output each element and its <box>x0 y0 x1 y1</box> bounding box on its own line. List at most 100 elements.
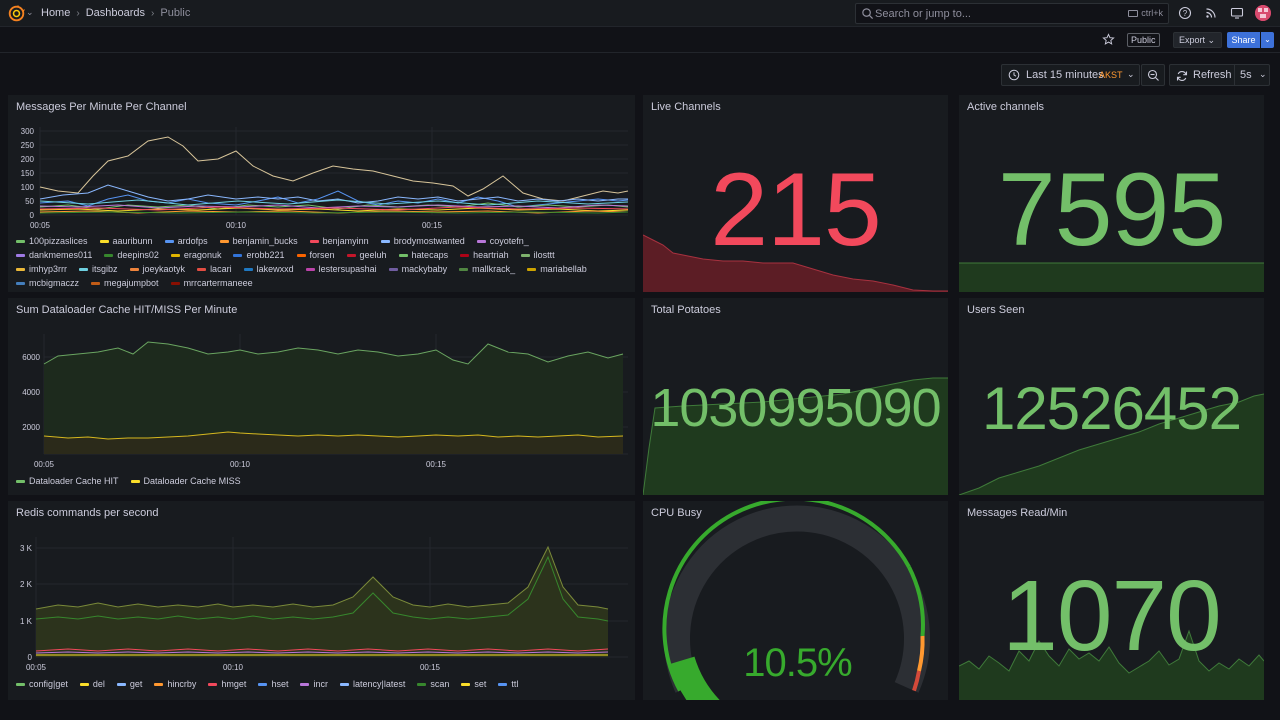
search-placeholder: Search or jump to... <box>875 8 971 20</box>
panel-live-channels[interactable]: Live Channels 215 <box>643 95 948 292</box>
legend-label: deepins02 <box>117 250 159 260</box>
legend-item[interactable]: imhyp3rrr <box>16 264 67 274</box>
legend-item[interactable]: hatecaps <box>398 250 448 260</box>
panel-total-potatoes[interactable]: Total Potatoes 1030995090 <box>643 298 948 495</box>
breadcrumb-dashboards[interactable]: Dashboards <box>85 7 146 19</box>
legend-item[interactable]: lacari <box>197 264 232 274</box>
legend-item[interactable]: deepins02 <box>104 250 159 260</box>
hit-area <box>44 342 623 454</box>
legend-label: Dataloader Cache HIT <box>29 476 119 486</box>
gauge-track <box>664 505 930 693</box>
keyboard-icon <box>1128 9 1139 17</box>
legend-item[interactable]: megajumpbot <box>91 278 159 288</box>
legend-item[interactable]: incr <box>300 679 328 689</box>
legend-item[interactable]: latency|latest <box>339 679 405 689</box>
legend-item[interactable]: mcbigmaczz <box>16 278 79 288</box>
legend-swatch <box>296 253 306 257</box>
legend-swatch <box>233 253 243 257</box>
grafana-logo-icon[interactable] <box>8 5 25 22</box>
legend-item[interactable]: ardofps <box>164 236 208 246</box>
keyboard-shortcut: ctrl+k <box>1128 8 1163 18</box>
y-tick: 2000 <box>22 423 40 432</box>
legend-item[interactable]: brodymostwanted <box>380 236 465 246</box>
panel-users-seen[interactable]: Users Seen 12526452 <box>959 298 1264 495</box>
share-dropdown-button[interactable]: ⌄ <box>1261 32 1274 48</box>
legend-item[interactable]: set <box>461 679 486 689</box>
legend-item[interactable]: aauribunn <box>99 236 153 246</box>
rss-icon[interactable] <box>1204 6 1218 20</box>
search-input[interactable]: Search or jump to... ctrl+k <box>855 3 1169 24</box>
legend-label: heartriah <box>473 250 509 260</box>
sparkline-line <box>643 234 948 292</box>
refresh-interval[interactable]: 5s <box>1240 69 1252 81</box>
legend-item[interactable]: mallkrack_ <box>459 264 515 274</box>
chevron-down-icon: ⌄ <box>1264 35 1271 44</box>
legend-item[interactable]: benjamin_bucks <box>219 236 298 246</box>
zoom-out-button[interactable] <box>1141 64 1165 86</box>
legend-item[interactable]: heartriah <box>460 250 509 260</box>
panel-active-channels[interactable]: Active channels 7595 <box>959 95 1264 292</box>
legend-label: brodymostwanted <box>393 236 465 246</box>
legend-swatch <box>459 267 469 271</box>
refresh-label: Refresh <box>1193 69 1232 81</box>
legend-item[interactable]: del <box>79 679 105 689</box>
legend-item[interactable]: mariabellab <box>527 264 587 274</box>
legend-item[interactable]: get <box>116 679 142 689</box>
breadcrumb: Home › Dashboards › Public <box>41 7 190 19</box>
chevron-down-icon[interactable]: ⌄ <box>1259 69 1267 79</box>
legend-item[interactable]: itsgibz <box>79 264 118 274</box>
legend-item[interactable]: ttl <box>498 679 518 689</box>
panel-messages-read[interactable]: Messages Read/Min 1070 <box>959 501 1264 700</box>
panel-redis-commands[interactable]: Redis commands per second 3 K 2 K 1 K 0 … <box>8 501 635 700</box>
legend-item[interactable]: dankmemes011 <box>16 250 92 260</box>
legend-item[interactable]: lestersupashai <box>305 264 377 274</box>
legend-item[interactable]: Dataloader Cache HIT <box>16 476 119 486</box>
export-button[interactable]: Export ⌄ <box>1173 32 1222 48</box>
redis-timeseries-chart: 3 K 2 K 1 K 0 00:05 00:10 00:15 <box>20 537 628 672</box>
chevron-down-icon: ⌄ <box>1127 69 1135 79</box>
legend-label: lacari <box>210 264 232 274</box>
chevron-down-icon: ⌄ <box>1207 35 1216 45</box>
legend-item[interactable]: mackybaby <box>388 264 447 274</box>
legend-item[interactable]: config|get <box>16 679 68 689</box>
sparkline-area <box>643 235 948 292</box>
monitor-icon[interactable] <box>1230 6 1244 20</box>
legend-item[interactable]: forsen <box>296 250 335 260</box>
legend-item[interactable]: benjamyinn <box>309 236 369 246</box>
panel-messages-per-minute[interactable]: Messages Per Minute Per Channel 300 250 … <box>8 95 635 292</box>
legend-item[interactable]: joeykaotyk <box>129 264 185 274</box>
legend-swatch <box>16 479 25 483</box>
legend-label: dankmemes011 <box>29 250 93 260</box>
legend-item[interactable]: scan <box>417 679 449 689</box>
help-icon[interactable]: ? <box>1178 6 1192 20</box>
legend-item[interactable]: coyotefn_ <box>476 236 529 246</box>
avatar[interactable] <box>1255 5 1271 21</box>
legend-item[interactable]: hset <box>258 679 288 689</box>
legend-item[interactable]: geeluh <box>346 250 387 260</box>
panel-dataloader-cache[interactable]: Sum Dataloader Cache HIT/MISS Per Minute… <box>8 298 635 495</box>
legend-item[interactable]: eragonuk <box>170 250 221 260</box>
y-tick: 1 K <box>20 617 33 626</box>
legend-label: config|get <box>29 679 68 689</box>
chevron-down-icon[interactable]: ⌄ <box>26 7 34 17</box>
panel-cpu-busy[interactable]: CPU Busy 10.5% <box>643 501 948 700</box>
breadcrumb-home[interactable]: Home <box>41 7 71 19</box>
legend-item[interactable]: Dataloader Cache MISS <box>130 476 241 486</box>
legend-item[interactable]: erobb221 <box>233 250 285 260</box>
panel-title: CPU Busy <box>651 507 702 519</box>
panel-title: Live Channels <box>651 101 721 113</box>
legend-item[interactable]: ilosttt <box>520 250 555 260</box>
panel-title: Total Potatoes <box>651 304 721 316</box>
legend-item[interactable]: lakewxxd <box>243 264 294 274</box>
refresh-button[interactable]: Refresh 5s ⌄ <box>1169 64 1270 86</box>
legend-item[interactable]: hincrby <box>154 679 196 689</box>
legend-item[interactable]: mrrcartermaneee <box>170 278 253 288</box>
time-range-picker[interactable]: Last 15 minutes AKST ⌄ <box>1001 64 1140 86</box>
star-icon[interactable] <box>1102 33 1115 46</box>
legend-item[interactable]: hmget <box>208 679 246 689</box>
gauge-threshold-orange <box>917 635 925 672</box>
legend-item[interactable]: 100pizzaslices <box>16 236 88 246</box>
share-button[interactable]: Share <box>1227 32 1260 48</box>
sparkline <box>643 234 948 292</box>
breadcrumb-current: Public <box>160 7 191 19</box>
